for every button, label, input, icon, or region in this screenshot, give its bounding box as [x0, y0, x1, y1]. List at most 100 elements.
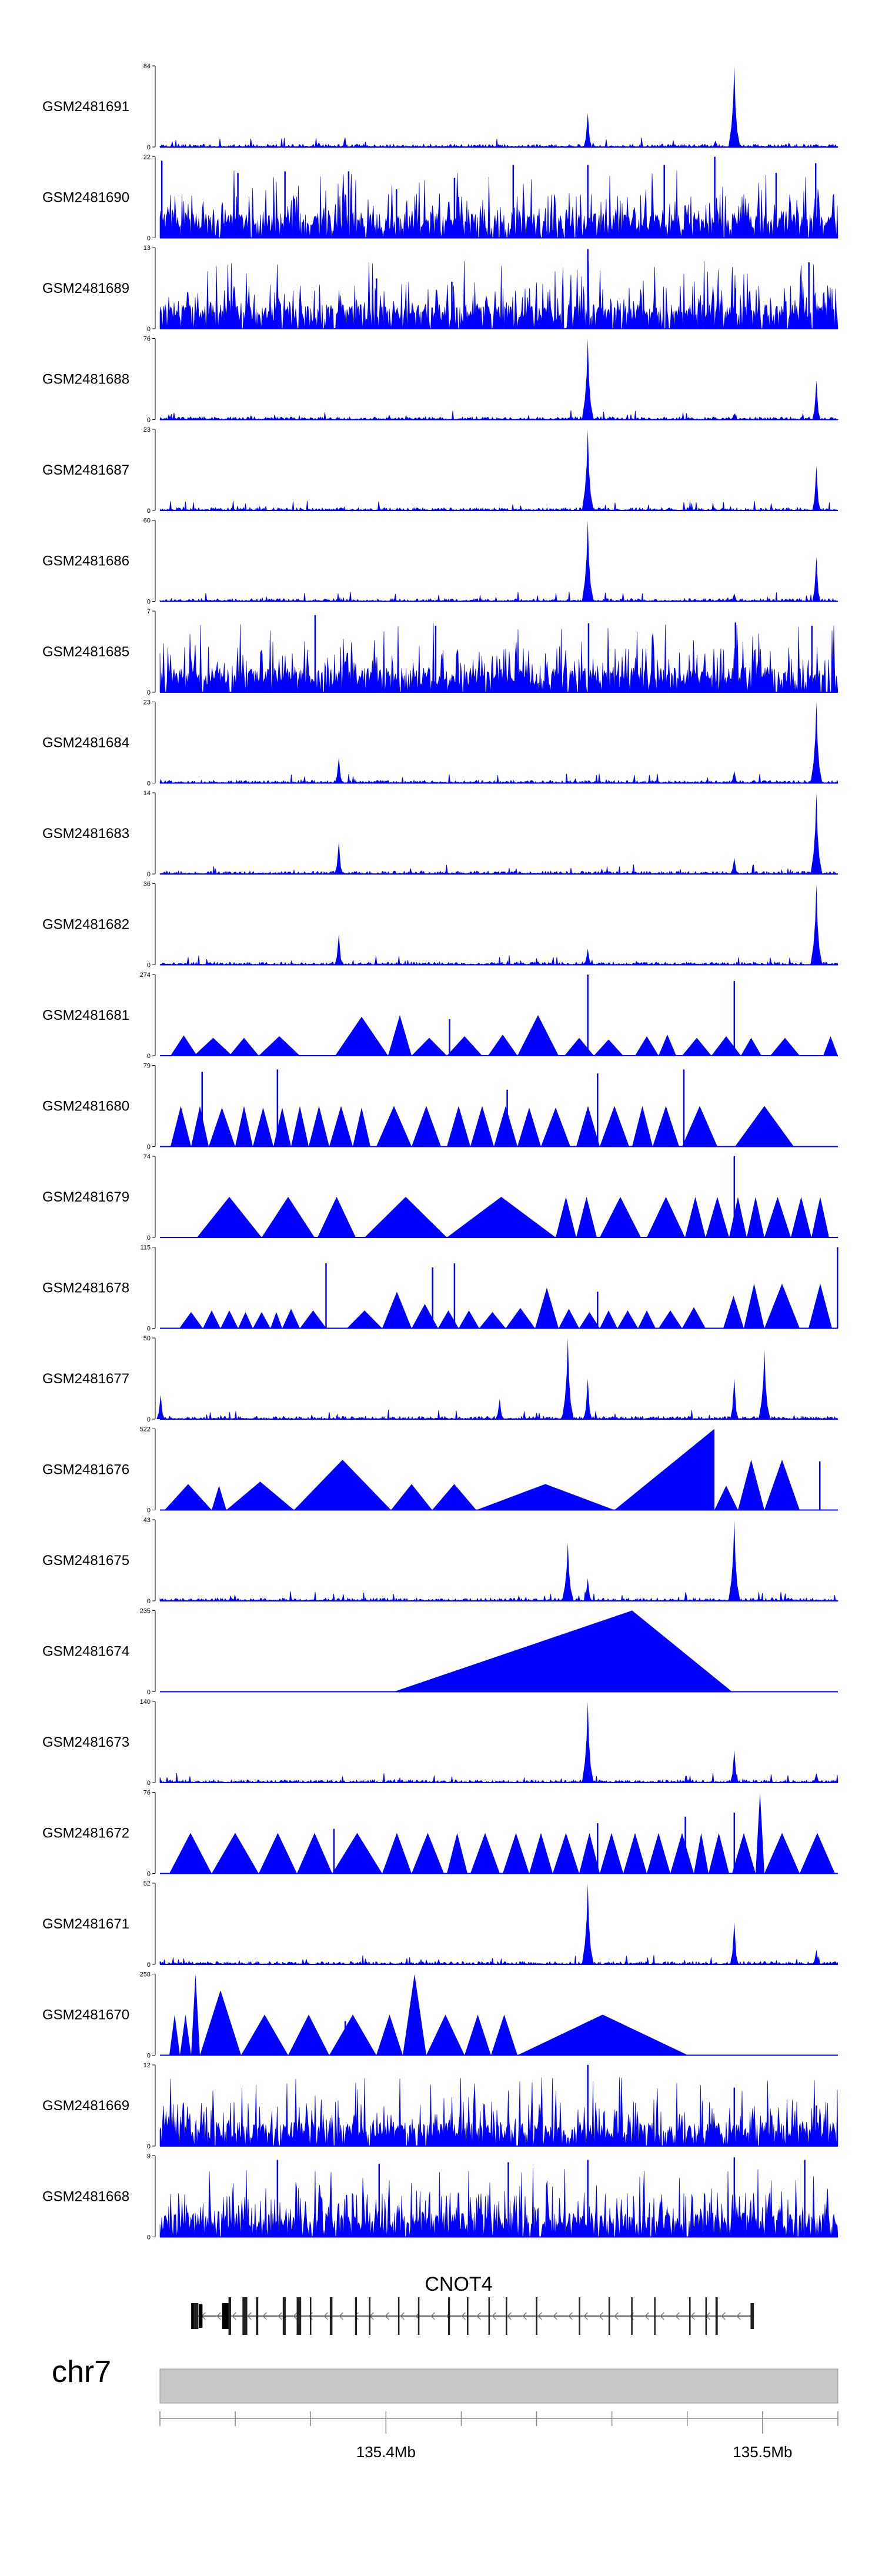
strand-arrow	[644, 2312, 649, 2320]
signal-triangle	[309, 1106, 329, 1147]
signal-triangle	[556, 1197, 576, 1237]
track-gsm2481683: GSM2481683 14 0	[42, 790, 838, 878]
signal-peak	[335, 934, 343, 965]
chromosome-band	[159, 2368, 838, 2404]
track-gsm2481678: GSM2481678 115 0	[42, 1244, 838, 1333]
track-gsm2481690: GSM2481690 22 0	[42, 154, 838, 242]
ymin-label: 0	[147, 1053, 151, 1060]
signal-triangle	[165, 1484, 212, 1510]
ymax-label: 7	[147, 608, 151, 615]
track-gsm2481671: GSM2481671 52 0	[42, 1880, 838, 1968]
signal-triangle	[694, 1833, 709, 1874]
signal-peak	[728, 1520, 740, 1601]
signal-triangle	[191, 1974, 200, 2056]
signal-triangle	[791, 1197, 811, 1237]
strand-arrow	[736, 2312, 741, 2320]
signal-triangle	[226, 1481, 294, 1510]
track-gsm2481672: GSM2481672 76 0	[42, 1790, 838, 1878]
ymax-label: 12	[143, 2062, 151, 2069]
signal-triangle	[600, 1197, 641, 1237]
signal-triangle	[203, 1310, 220, 1329]
signal-triangle	[376, 2014, 403, 2056]
signal-triangle	[594, 1039, 623, 1056]
signal-triangle	[632, 1106, 653, 1147]
signal-triangle	[403, 1974, 426, 2056]
signal-triangle	[600, 1833, 623, 1874]
signal-triangle	[732, 1833, 756, 1874]
signal-triangle	[209, 1107, 235, 1147]
strand-arrow	[492, 2312, 496, 2320]
signal-triangle	[659, 1310, 682, 1329]
signal-area	[159, 137, 838, 148]
signal-triangle	[347, 1310, 382, 1329]
signal-triangle	[191, 1106, 209, 1147]
strand-arrow	[583, 2312, 588, 2320]
track-label: GSM2481691	[42, 99, 129, 115]
exon	[608, 2297, 610, 2335]
ymax-label: 522	[140, 1426, 151, 1433]
signal-area	[159, 261, 838, 329]
signal-triangle	[647, 1197, 685, 1237]
strand-arrow	[690, 2312, 695, 2320]
exon	[488, 2297, 490, 2335]
signal-area	[159, 592, 838, 602]
signal-triangle	[706, 1197, 729, 1237]
strand-arrow	[216, 2312, 221, 2320]
signal-triangle	[282, 1309, 300, 1329]
exon	[579, 2297, 580, 2335]
ymax-label: 235	[140, 1608, 151, 1615]
strand-arrow	[522, 2312, 527, 2320]
signal-triangle	[579, 1833, 600, 1874]
signal-peak	[582, 1883, 594, 1964]
strand-arrow	[553, 2312, 557, 2320]
signal-triangle	[764, 1833, 800, 1874]
track-label: GSM2481670	[42, 2007, 129, 2023]
signal-area	[159, 410, 839, 421]
track-label: GSM2481689	[42, 281, 129, 296]
track-gsm2481682: GSM2481682 36 0	[42, 881, 838, 969]
signal-triangle	[169, 1833, 212, 1874]
exon	[467, 2297, 469, 2335]
signal-peak	[495, 1399, 504, 1419]
signal-triangle	[488, 1035, 517, 1056]
signal-triangle	[388, 1015, 412, 1056]
ymin-label: 0	[147, 1961, 151, 1968]
track-label: GSM2481681	[42, 1007, 129, 1023]
signal-triangle	[741, 1037, 761, 1056]
signal-triangle	[438, 1310, 459, 1329]
signal-peak	[728, 66, 740, 147]
signal-peak	[562, 1338, 574, 1419]
exon	[689, 2297, 691, 2335]
signal-triangle	[447, 1197, 556, 1237]
gene-label: CNOT4	[425, 2273, 492, 2295]
exon	[506, 2297, 507, 2335]
signal-triangle	[647, 1833, 670, 1874]
ymax-label: 43	[143, 1517, 151, 1524]
signal-triangle	[382, 1292, 412, 1329]
signal-triangle	[171, 1106, 191, 1147]
signal-area	[159, 955, 838, 966]
signal-triangle	[764, 1197, 791, 1237]
track-label: GSM2481673	[42, 1734, 129, 1750]
signal-triangle	[638, 1310, 656, 1329]
signal-triangle	[332, 1833, 382, 1874]
track-label: GSM2481672	[42, 1826, 129, 1841]
track-label: GSM2481676	[42, 1462, 129, 1478]
signal-triangle	[470, 1106, 494, 1147]
ymin-label: 0	[147, 689, 151, 696]
signal-peak	[582, 1701, 594, 1783]
track-label: GSM2481687	[42, 462, 129, 478]
signal-triangle	[329, 1106, 353, 1147]
track-gsm2481686: GSM2481686 60 0	[42, 518, 838, 606]
ymax-label: 14	[143, 790, 151, 797]
track-label: GSM2481671	[42, 1916, 129, 1932]
track-gsm2481685: GSM2481685 7 0	[42, 608, 838, 696]
signal-peak	[730, 1750, 739, 1783]
ymax-label: 52	[143, 1880, 151, 1887]
signal-peak	[812, 1950, 821, 1964]
ymax-label: 76	[143, 1790, 151, 1797]
track-label: GSM2481686	[42, 553, 129, 569]
strand-arrow	[262, 2312, 267, 2320]
signal-triangle	[212, 1486, 226, 1510]
ymax-label: 74	[143, 1153, 151, 1160]
